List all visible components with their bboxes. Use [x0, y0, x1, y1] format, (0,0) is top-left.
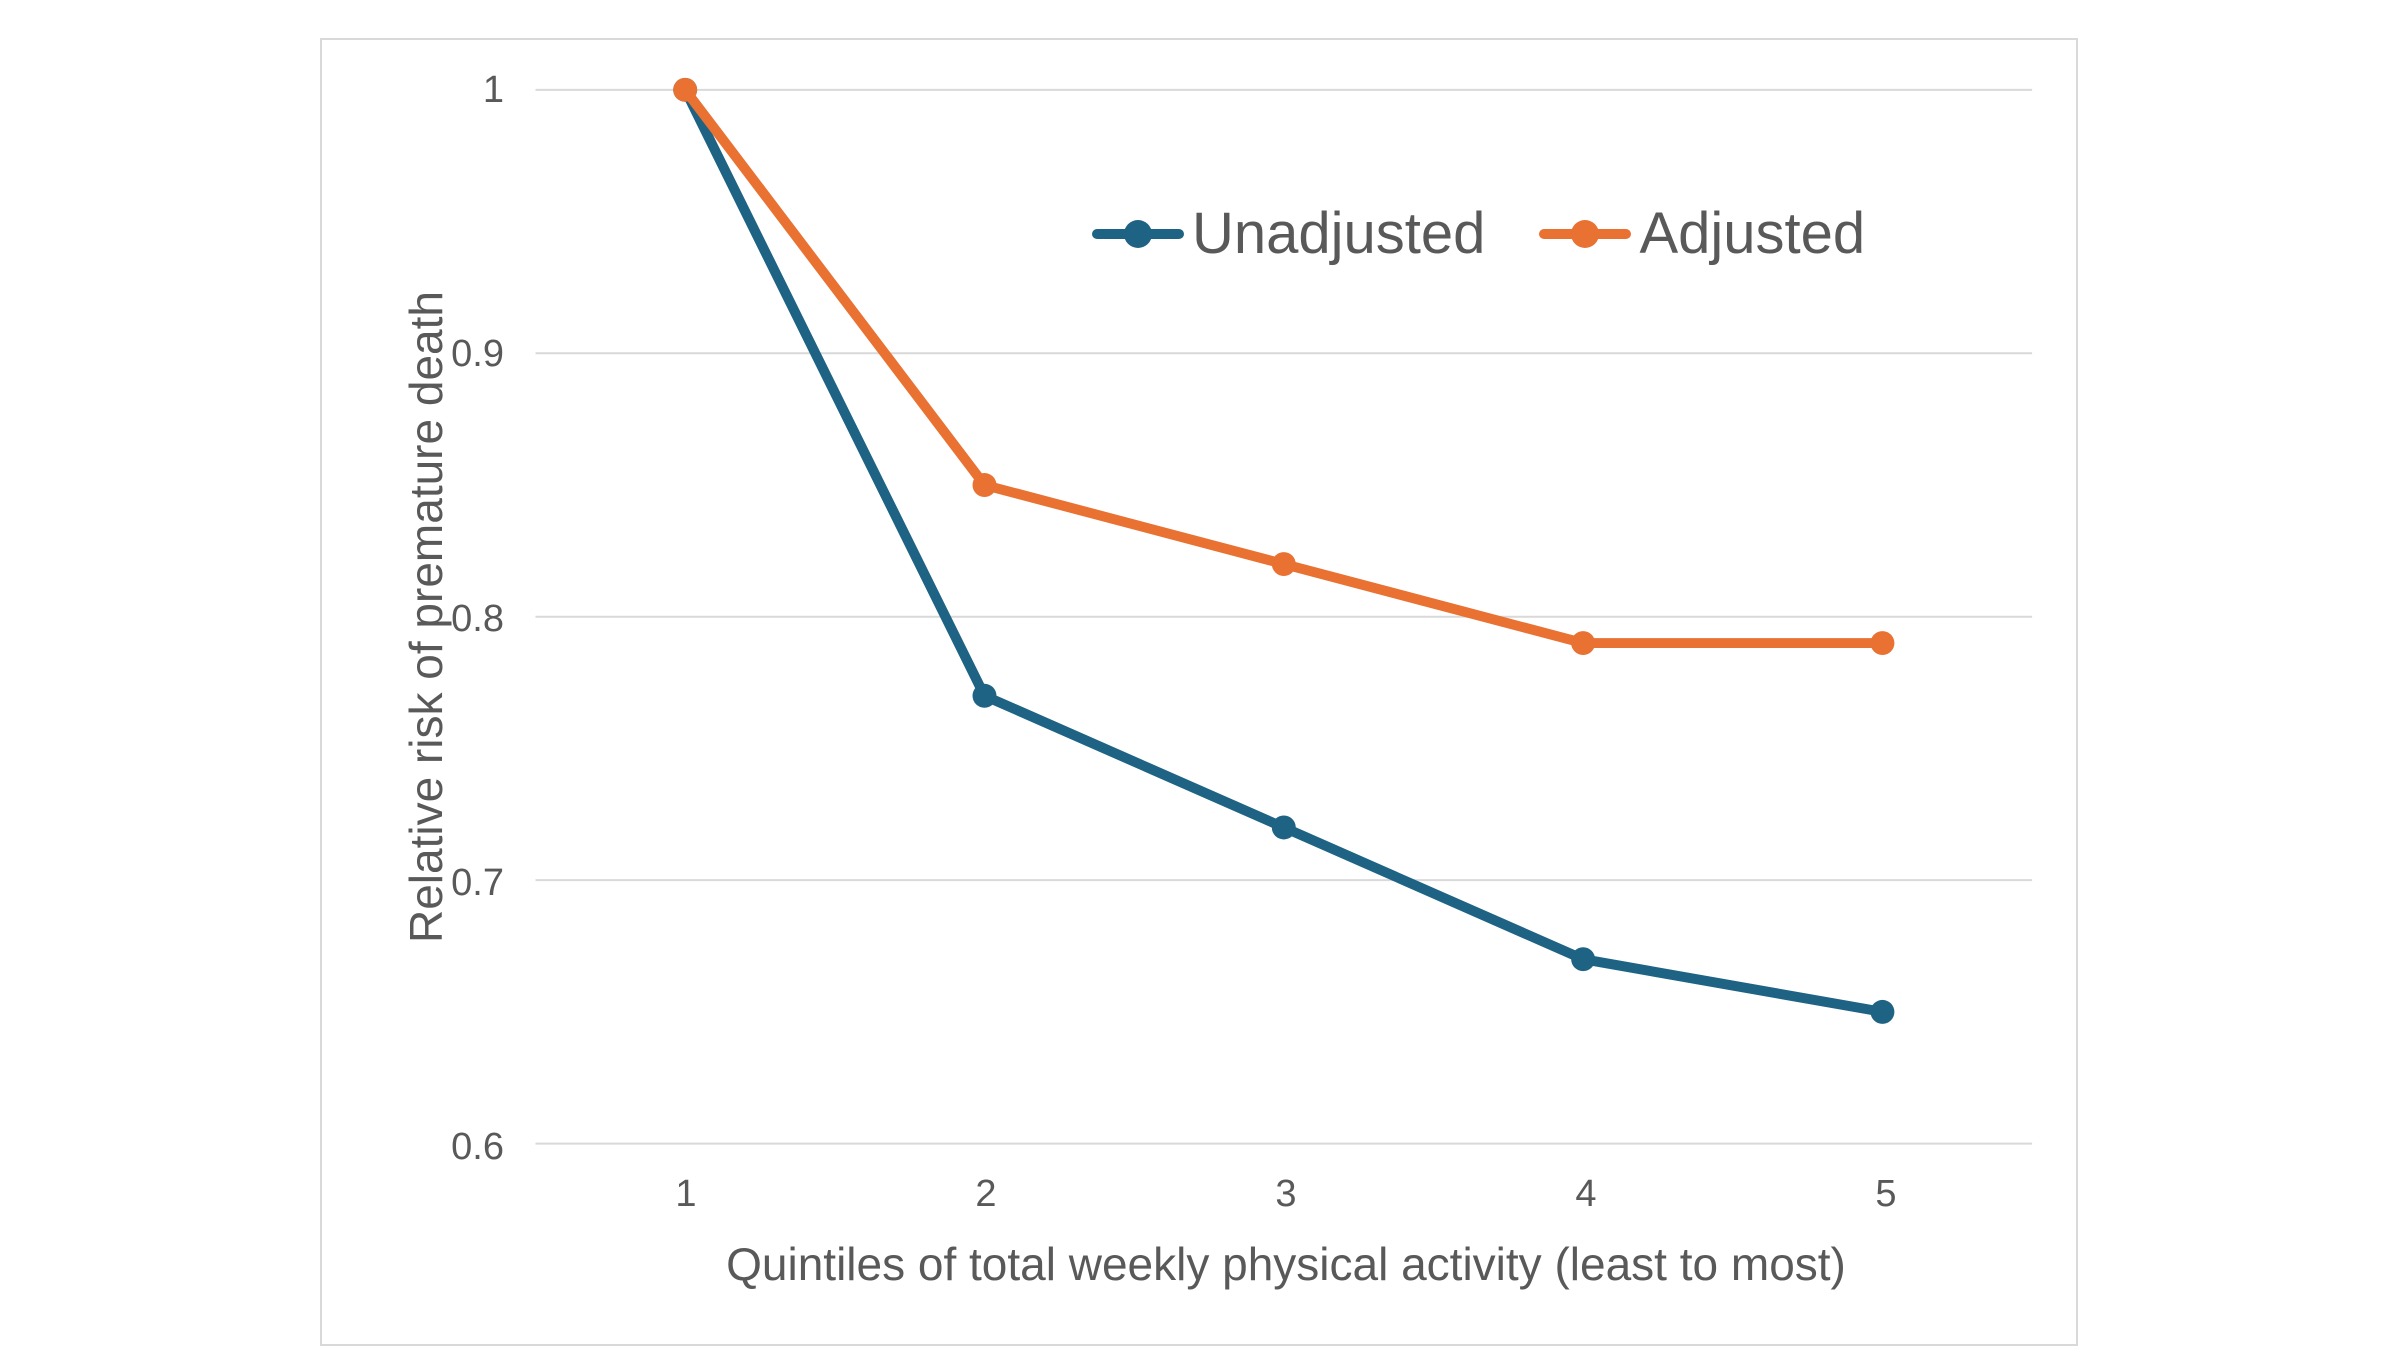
y-tick-label-0-9: 0.9 [451, 333, 504, 376]
x-tick-label-q5: 5 [1875, 1173, 1897, 1215]
data-point-adjusted-q5[interactable] [1870, 631, 1895, 656]
legend-marker-unadjusted-icon [1092, 220, 1184, 248]
data-point-adjusted-q3[interactable] [1271, 552, 1296, 577]
data-point-unadjusted-q3[interactable] [1271, 815, 1296, 840]
data-point-unadjusted-q2[interactable] [972, 683, 997, 708]
data-point-adjusted-q4[interactable] [1571, 631, 1596, 656]
data-point-unadjusted-q4[interactable] [1571, 947, 1596, 972]
y-tick-label-0-7: 0.7 [451, 861, 504, 904]
legend-marker-adjusted-icon [1539, 220, 1632, 248]
legend-label-unadjusted: Unadjusted [1192, 201, 1486, 266]
x-tick-label-q4: 4 [1575, 1173, 1597, 1215]
legend-label-adjusted: Adjusted [1639, 201, 1866, 266]
chart-card: 1 0.9 0.8 0.7 0.6 1 2 3 4 5 Quintiles of… [320, 38, 2078, 1346]
x-tick-label-q3: 3 [1275, 1173, 1297, 1215]
x-tick-label-q1: 1 [675, 1173, 697, 1215]
y-tick-label-0-6: 0.6 [451, 1126, 504, 1168]
data-point-adjusted-q2[interactable] [972, 473, 997, 497]
legend: Unadjusted Adjusted [1092, 200, 1865, 268]
legend-item-unadjusted[interactable]: Unadjusted [1092, 200, 1485, 268]
y-axis-title: Relative risk of premature death [400, 291, 452, 943]
data-point-adjusted-q1[interactable] [673, 77, 698, 102]
x-tick-label-q2: 2 [975, 1173, 997, 1215]
x-axis-title: Quintiles of total weekly physical activ… [726, 1238, 1846, 1290]
chart-svg [535, 77, 2033, 1145]
legend-item-adjusted[interactable]: Adjusted [1539, 200, 1865, 268]
y-tick-label-1: 1 [482, 69, 504, 111]
data-point-unadjusted-q5[interactable] [1870, 999, 1895, 1024]
y-tick-label-0-8: 0.8 [451, 597, 504, 640]
